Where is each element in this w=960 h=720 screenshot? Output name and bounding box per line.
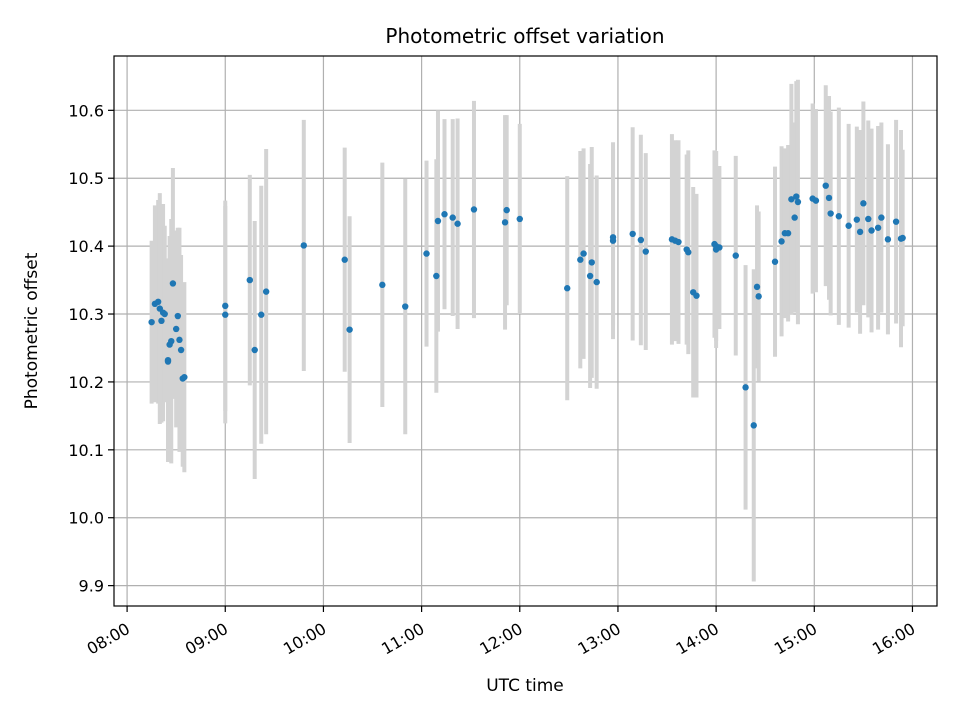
data-point (778, 238, 785, 245)
data-point (865, 215, 872, 223)
y-tick-label: 9.9 (79, 577, 104, 596)
data-points (148, 182, 906, 429)
data-point (637, 236, 645, 244)
y-tick-label: 10.6 (68, 101, 104, 120)
data-point (693, 292, 700, 299)
plot-frame (113, 55, 938, 607)
data-point (154, 298, 162, 306)
data-point (174, 312, 182, 320)
data-point (791, 214, 798, 221)
y-tick-label: 10.2 (68, 373, 104, 392)
data-point (222, 311, 229, 318)
data-point (788, 196, 795, 203)
data-point (588, 259, 595, 266)
y-axis-label: Photometric offset (22, 252, 42, 409)
data-point (441, 211, 448, 218)
data-point (742, 384, 749, 391)
data-point (379, 281, 386, 289)
data-point (148, 318, 155, 326)
data-point (433, 272, 440, 280)
data-point (868, 227, 875, 234)
data-point (685, 249, 692, 256)
data-point (181, 373, 188, 381)
data-point (874, 224, 882, 231)
data-point (402, 303, 409, 310)
data-point (503, 206, 510, 214)
data-point (434, 217, 442, 225)
data-point (168, 337, 175, 345)
y-tick-label: 10.4 (68, 237, 104, 256)
data-point (169, 280, 177, 287)
data-point (246, 276, 254, 284)
data-point (899, 234, 906, 242)
y-axis: 9.9 10.0 10.1 10.2 10.3 10.4 10.5 10.6 (68, 101, 114, 596)
data-point (892, 218, 900, 225)
data-point (454, 220, 461, 227)
data-point (675, 238, 682, 246)
data-point (580, 250, 587, 257)
x-axis-label: UTC time (486, 676, 564, 696)
data-point (642, 248, 649, 255)
data-point (262, 288, 270, 295)
data-point (822, 182, 829, 189)
data-point (501, 219, 509, 226)
data-point (449, 214, 456, 221)
data-point (609, 237, 617, 244)
data-point (771, 258, 779, 265)
data-point (222, 302, 229, 310)
data-point (177, 346, 185, 354)
data-point (423, 250, 430, 257)
data-point (593, 278, 600, 286)
data-point (164, 356, 172, 364)
data-point (346, 326, 353, 333)
data-point (794, 198, 802, 206)
data-point (470, 206, 478, 213)
data-point (884, 236, 892, 243)
data-point (856, 228, 864, 236)
data-point (251, 346, 258, 354)
data-point (860, 200, 867, 207)
y-tick-label: 10.0 (68, 509, 104, 528)
data-point (716, 244, 723, 251)
data-point (577, 256, 584, 263)
data-point (753, 283, 761, 291)
data-point (845, 222, 852, 229)
data-point (341, 256, 348, 263)
data-point (516, 215, 523, 223)
data-point (750, 422, 757, 429)
chart-title: Photometric offset variation (385, 24, 664, 48)
data-point (258, 311, 265, 318)
y-tick-label: 10.1 (68, 441, 104, 460)
data-point (878, 214, 885, 221)
data-point (158, 317, 165, 325)
data-point (629, 230, 636, 238)
data-point (300, 242, 307, 249)
data-point (172, 325, 180, 333)
data-point (853, 216, 861, 223)
data-point (732, 252, 739, 259)
y-tick-label: 10.3 (68, 305, 104, 324)
data-point (564, 285, 571, 292)
data-point (784, 230, 792, 237)
data-point (827, 210, 834, 217)
data-point (755, 293, 762, 300)
data-point (176, 336, 183, 344)
data-point (812, 197, 820, 204)
data-point (793, 193, 800, 200)
data-point (161, 310, 168, 318)
data-point (835, 213, 843, 220)
y-tick-label: 10.5 (68, 169, 104, 188)
data-point (586, 272, 594, 280)
data-point (825, 194, 833, 202)
